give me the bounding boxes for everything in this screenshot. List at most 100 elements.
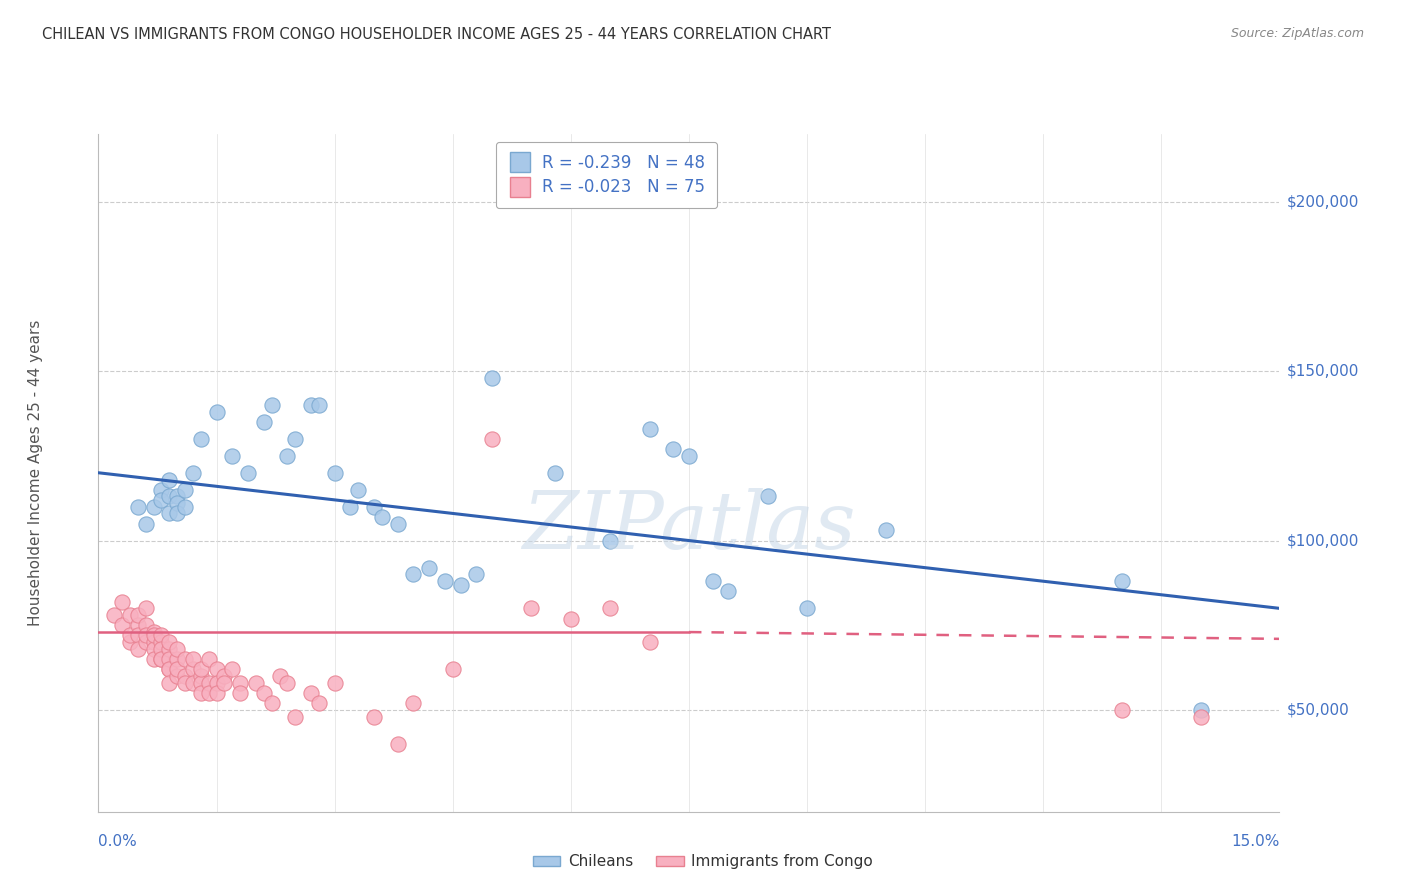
- Point: [402, 696, 425, 710]
- Point: [214, 669, 236, 683]
- Point: [1189, 710, 1212, 724]
- Point: [150, 642, 173, 657]
- Point: [197, 686, 219, 700]
- Point: [1189, 703, 1212, 717]
- Point: [142, 652, 165, 666]
- Point: [441, 662, 464, 676]
- Point: [127, 500, 149, 514]
- Point: [284, 432, 307, 446]
- Point: [127, 618, 149, 632]
- Point: [205, 676, 228, 690]
- Point: [236, 466, 259, 480]
- Point: [142, 642, 165, 657]
- Point: [560, 611, 582, 625]
- Point: [299, 686, 322, 700]
- Point: [142, 625, 165, 640]
- Text: $200,000: $200,000: [1286, 194, 1358, 209]
- Point: [166, 496, 188, 510]
- Point: [190, 432, 212, 446]
- Point: [181, 662, 204, 676]
- Point: [308, 398, 330, 412]
- Point: [157, 652, 180, 666]
- Point: [174, 676, 197, 690]
- Point: [157, 635, 180, 649]
- Point: [481, 371, 503, 385]
- Point: [157, 473, 180, 487]
- Point: [150, 483, 173, 497]
- Point: [174, 500, 197, 514]
- Point: [150, 635, 173, 649]
- Point: [260, 696, 283, 710]
- Point: [276, 449, 298, 463]
- Point: [599, 533, 621, 548]
- Point: [174, 669, 197, 683]
- Point: [166, 662, 188, 676]
- Point: [174, 483, 197, 497]
- Point: [284, 710, 307, 724]
- Point: [118, 608, 141, 623]
- Point: [1111, 574, 1133, 589]
- Point: [339, 500, 361, 514]
- Point: [544, 466, 567, 480]
- Point: [150, 628, 173, 642]
- Point: [181, 466, 204, 480]
- Point: [299, 398, 322, 412]
- Point: [150, 652, 173, 666]
- Point: [214, 676, 236, 690]
- Point: [402, 567, 425, 582]
- Point: [205, 686, 228, 700]
- Point: [450, 577, 472, 591]
- Point: [433, 574, 456, 589]
- Point: [150, 492, 173, 507]
- Point: [157, 490, 180, 504]
- Point: [157, 507, 180, 521]
- Point: [135, 618, 157, 632]
- Point: [702, 574, 724, 589]
- Point: [347, 483, 370, 497]
- Point: [269, 669, 291, 683]
- Point: [756, 490, 779, 504]
- Point: [205, 662, 228, 676]
- Point: [190, 686, 212, 700]
- Point: [135, 635, 157, 649]
- Point: [111, 594, 134, 608]
- Point: [174, 652, 197, 666]
- Point: [253, 415, 276, 429]
- Point: [166, 642, 188, 657]
- Point: [638, 635, 661, 649]
- Point: [599, 601, 621, 615]
- Point: [205, 405, 228, 419]
- Point: [662, 442, 685, 456]
- Point: [221, 662, 243, 676]
- Point: [142, 628, 165, 642]
- Point: [308, 696, 330, 710]
- Point: [260, 398, 283, 412]
- Point: [1111, 703, 1133, 717]
- Point: [118, 635, 141, 649]
- Point: [481, 432, 503, 446]
- Text: CHILEAN VS IMMIGRANTS FROM CONGO HOUSEHOLDER INCOME AGES 25 - 44 YEARS CORRELATI: CHILEAN VS IMMIGRANTS FROM CONGO HOUSEHO…: [42, 27, 831, 42]
- Text: 0.0%: 0.0%: [98, 834, 138, 849]
- Point: [157, 676, 180, 690]
- Point: [638, 422, 661, 436]
- Text: Householder Income Ages 25 - 44 years: Householder Income Ages 25 - 44 years: [28, 319, 42, 626]
- Point: [520, 601, 543, 615]
- Point: [323, 676, 346, 690]
- Legend: Chileans, Immigrants from Congo: Chileans, Immigrants from Congo: [527, 848, 879, 875]
- Point: [142, 500, 165, 514]
- Point: [875, 524, 897, 538]
- Point: [796, 601, 818, 615]
- Point: [276, 676, 298, 690]
- Text: ZIPatlas: ZIPatlas: [522, 488, 856, 566]
- Point: [190, 662, 212, 676]
- Point: [197, 676, 219, 690]
- Point: [127, 628, 149, 642]
- Point: [323, 466, 346, 480]
- Text: $100,000: $100,000: [1286, 533, 1358, 548]
- Point: [190, 669, 212, 683]
- Legend: R = -0.239   N = 48, R = -0.023   N = 75: R = -0.239 N = 48, R = -0.023 N = 75: [495, 142, 717, 208]
- Point: [229, 686, 252, 700]
- Point: [103, 608, 125, 623]
- Point: [135, 516, 157, 531]
- Point: [127, 642, 149, 657]
